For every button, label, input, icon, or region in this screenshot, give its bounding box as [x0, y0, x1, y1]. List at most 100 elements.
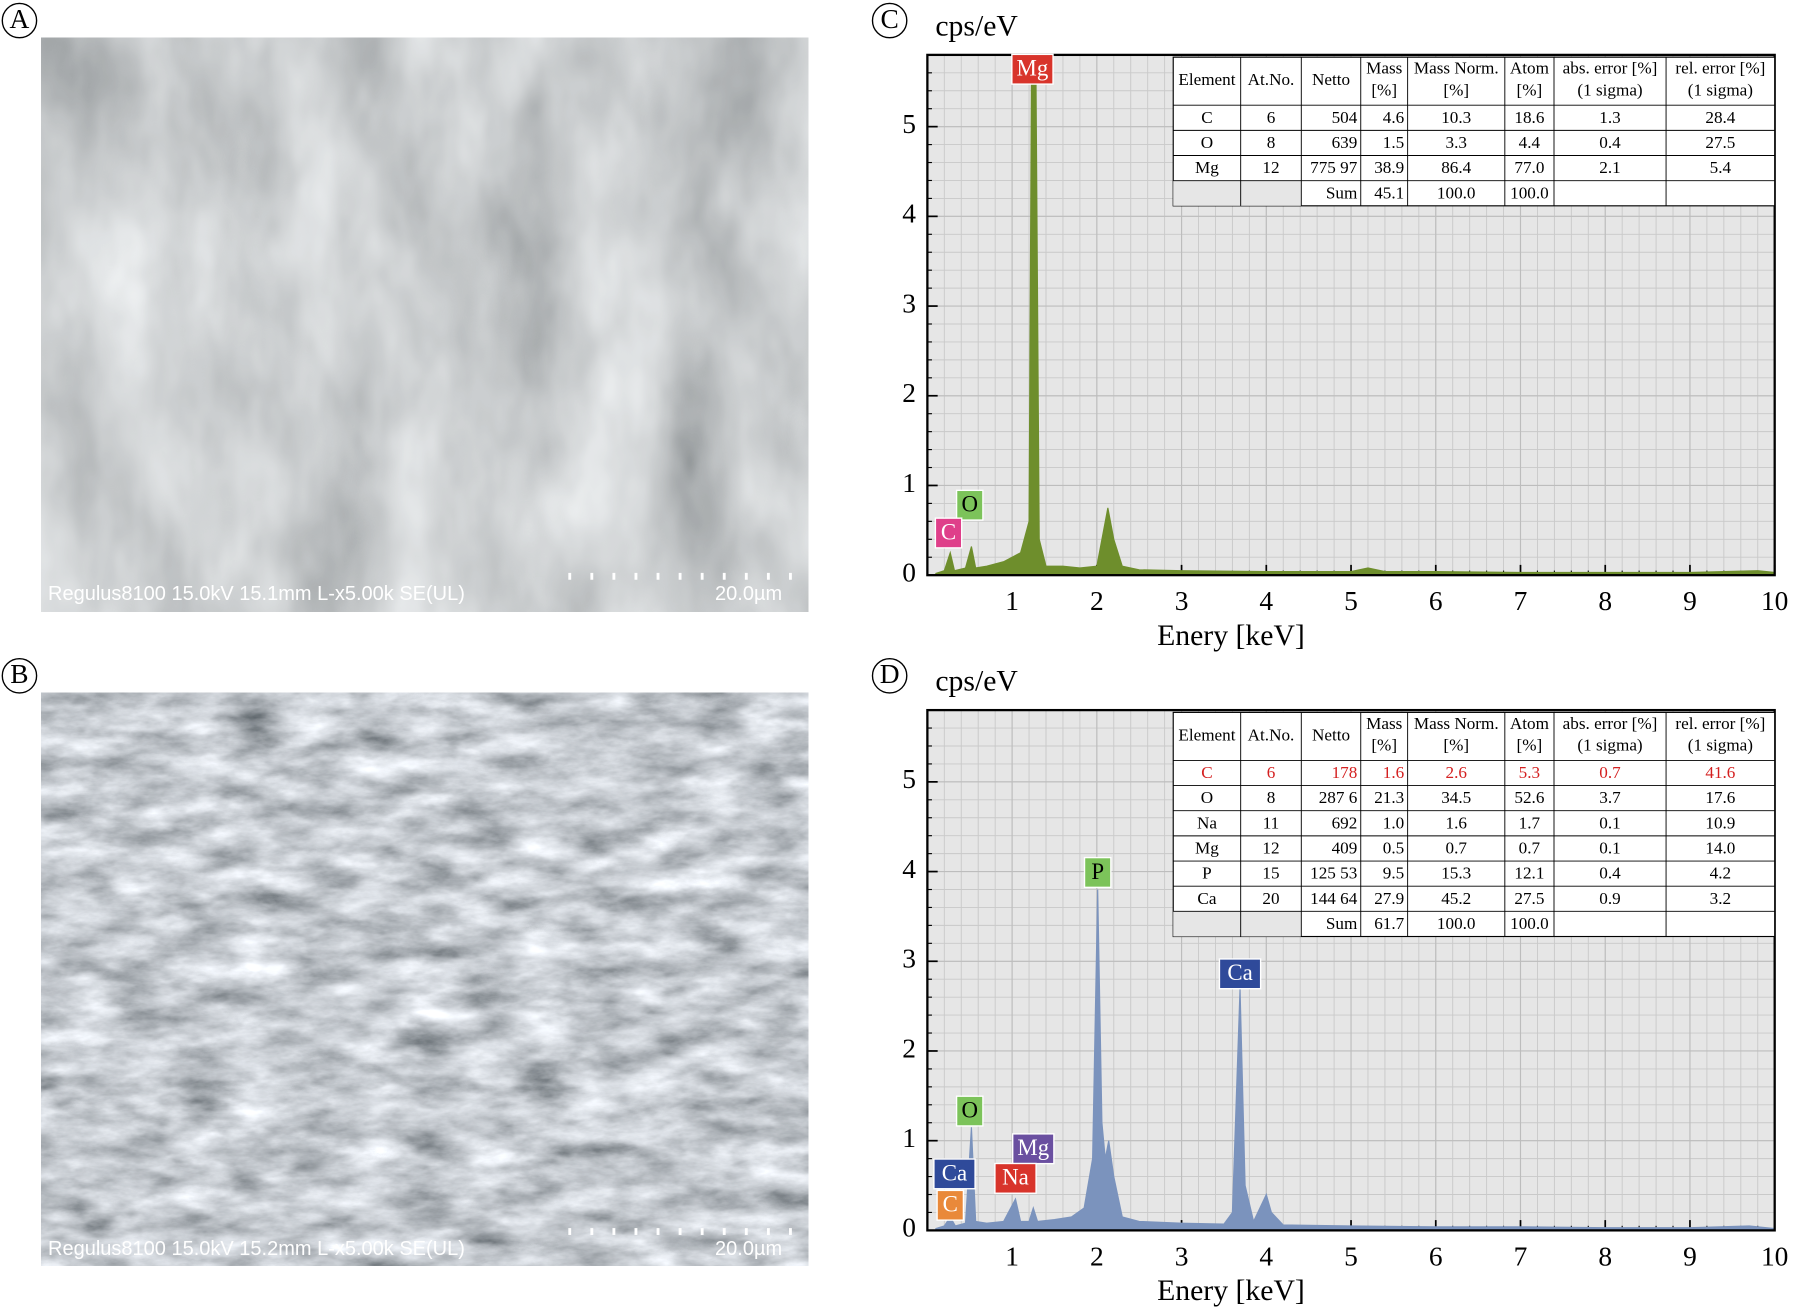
- table-cell: 287 6: [1319, 788, 1358, 807]
- y-tick-label: 2: [902, 1033, 916, 1063]
- table-cell: 28.4: [1705, 108, 1735, 127]
- x-tick-label: 5: [1344, 586, 1358, 616]
- table-cell: 5.4: [1710, 158, 1732, 177]
- table-cell: 4.2: [1710, 864, 1731, 883]
- table-cell: 0.5: [1383, 839, 1404, 858]
- peak-label: P: [1091, 859, 1104, 884]
- panel-letter-circle: [871, 2, 908, 39]
- table-cell: 0.1: [1599, 813, 1620, 832]
- panel-letter: B: [10, 659, 28, 689]
- y-tick-label: 0: [902, 1213, 916, 1243]
- table-cell: 1.7: [1519, 813, 1541, 832]
- table-header: Netto: [1312, 725, 1350, 744]
- y-tick-label: 3: [902, 288, 916, 318]
- table-cell: 639: [1332, 133, 1358, 152]
- table-cell: 6: [1267, 763, 1276, 782]
- table-header: (1 sigma): [1577, 80, 1642, 99]
- peak-label-box: [1011, 53, 1054, 85]
- scale-bar-tick: [568, 572, 572, 580]
- y-tick-label: 5: [902, 764, 916, 794]
- table-cell: 1.5: [1383, 133, 1404, 152]
- sem-caption: Regulus8100 15.0kV 15.1mm L-x5.00k SE(UL…: [48, 583, 465, 605]
- peak-label: C: [941, 519, 956, 544]
- table-sum-cell: [1173, 180, 1302, 206]
- peak-label: Mg: [1017, 1135, 1049, 1160]
- table-sum-cell-text: 45.1: [1374, 183, 1404, 202]
- table-header: Element: [1178, 70, 1235, 89]
- x-tick-label: 2: [1090, 586, 1104, 616]
- table-cell: 14.0: [1705, 839, 1735, 858]
- x-tick-label: 10: [1761, 586, 1788, 616]
- table-cell: 45.2: [1441, 889, 1471, 908]
- scale-bar-tick: [612, 1228, 616, 1235]
- panel-letter: A: [10, 4, 30, 34]
- scale-bar-tick: [789, 1228, 792, 1235]
- table-header: Atom: [1510, 714, 1550, 733]
- table-cell: 27.5: [1514, 889, 1544, 908]
- table-header: At.No.: [1248, 725, 1295, 744]
- table-header: Mass: [1366, 59, 1403, 78]
- peak-label: C: [943, 1192, 958, 1217]
- table-sum-cell: [1173, 911, 1302, 937]
- table-cell: Ca: [1197, 889, 1216, 908]
- table-cell: 15.3: [1441, 864, 1471, 883]
- table-cell: 0.4: [1599, 864, 1621, 883]
- x-tick-label: 5: [1344, 1241, 1358, 1271]
- scale-bar-tick: [678, 1228, 682, 1235]
- table-cell: 125 53: [1310, 864, 1357, 883]
- table-cell: 18.6: [1514, 108, 1544, 127]
- table-cell: 11: [1263, 813, 1280, 832]
- y-tick-label: 5: [902, 109, 916, 139]
- table-header: Netto: [1312, 70, 1350, 89]
- table-header: Element: [1178, 725, 1235, 744]
- table-cell: 12: [1262, 839, 1279, 858]
- x-tick-label: 9: [1683, 586, 1697, 616]
- table-cell: 775 97: [1310, 158, 1358, 177]
- peak-label-box: [936, 1189, 965, 1221]
- table-header: At.No.: [1248, 70, 1295, 89]
- x-tick-label: 1: [1005, 586, 1019, 616]
- table-cell: 10.3: [1441, 108, 1471, 127]
- x-axis-title: Enery [keV]: [1157, 620, 1305, 652]
- y-tick-label: 1: [902, 468, 916, 498]
- peak-label: O: [961, 1097, 978, 1122]
- table-header: rel. error [%]: [1675, 59, 1765, 78]
- table-cell: Mg: [1195, 158, 1219, 177]
- table-cell: 34.5: [1441, 788, 1471, 807]
- x-tick-label: 8: [1598, 586, 1612, 616]
- sem-image: [41, 37, 809, 612]
- table-cell: 27.5: [1705, 133, 1735, 152]
- table-sum-cell-text: 100.0: [1510, 914, 1549, 933]
- y-axis-title: cps/eV: [935, 666, 1018, 698]
- table-cell: O: [1201, 788, 1213, 807]
- table-header: abs. error [%]: [1563, 714, 1658, 733]
- table-cell: 0.1: [1599, 839, 1620, 858]
- scale-bar-tick: [700, 1228, 704, 1235]
- peak-label-box: [994, 1162, 1037, 1194]
- scale-bar-tick: [590, 572, 594, 580]
- scale-bar-tick: [612, 572, 616, 580]
- peak-label: Mg: [1017, 56, 1049, 81]
- peak-label-box: [933, 1158, 976, 1190]
- table-cell: O: [1201, 133, 1213, 152]
- y-tick-label: 3: [902, 944, 916, 974]
- table-header: rel. error [%]: [1675, 714, 1765, 733]
- y-tick-label: 4: [902, 854, 916, 884]
- table-cell: 12: [1262, 158, 1279, 177]
- table-cell: 1.0: [1383, 813, 1404, 832]
- table-cell: 2.6: [1446, 763, 1468, 782]
- table-cell: 3.2: [1710, 889, 1731, 908]
- scale-bar-label: 20.0µm: [715, 1238, 782, 1260]
- table-cell: 0.9: [1599, 889, 1620, 908]
- table-cell: 1.3: [1599, 108, 1620, 127]
- table-header: [%]: [1517, 80, 1543, 99]
- table-header: Mass: [1366, 714, 1403, 733]
- table-sum-cell-text: 100.0: [1437, 183, 1476, 202]
- table-cell: 3.7: [1599, 788, 1621, 807]
- table-cell: 9.5: [1383, 864, 1404, 883]
- table-cell: 0.7: [1519, 839, 1541, 858]
- peak-label: Ca: [1227, 960, 1252, 985]
- table-cell: 0.4: [1599, 133, 1621, 152]
